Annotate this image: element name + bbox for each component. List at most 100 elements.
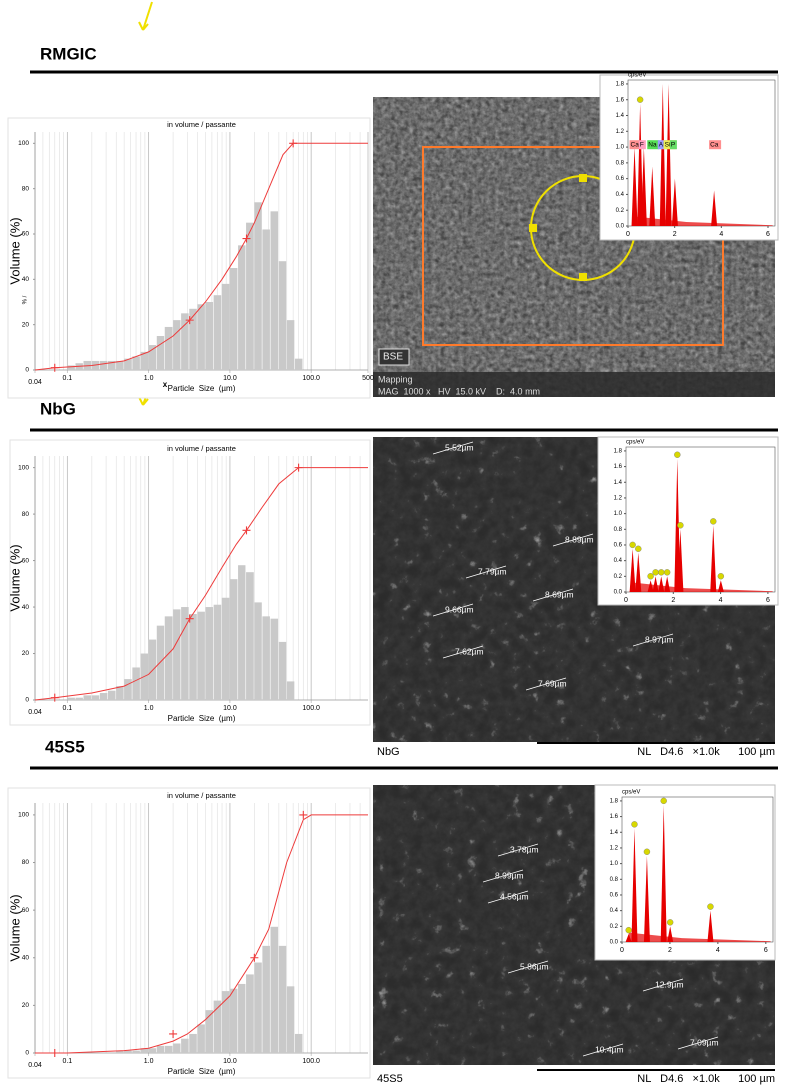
y-tick-label: 60: [22, 907, 30, 914]
x-tick-label: 2: [673, 231, 677, 238]
y-tick-label: 100: [18, 464, 29, 471]
y-tick-label: 1.2: [616, 129, 625, 135]
y-axis-label: cps/eV: [626, 440, 644, 446]
peak-marker: [717, 573, 725, 580]
y-tick-label: 1.4: [610, 830, 619, 836]
histogram-bar: [107, 360, 116, 370]
histogram-bar: [116, 1050, 124, 1053]
histogram-bar: [286, 320, 295, 370]
y-tick-label: 1.8: [616, 82, 625, 88]
histogram-bar: [156, 336, 165, 370]
peak: [643, 855, 650, 942]
histogram-bar: [173, 320, 181, 370]
measurement: 7.69µm: [538, 678, 567, 688]
handle: [529, 224, 537, 232]
measurement: 7.79µm: [478, 566, 507, 576]
y-tick-label: 80: [22, 511, 30, 518]
x-tick-label: 6: [766, 597, 770, 604]
peak-marker: [677, 522, 684, 529]
histogram-bar: [246, 572, 254, 700]
peak-label: F: [640, 141, 644, 148]
peak-label-box: [629, 140, 642, 150]
histogram-bar: [262, 945, 270, 1053]
y-tick-label: 80: [22, 185, 30, 192]
marker: [50, 693, 59, 702]
marker: [250, 953, 259, 962]
y-tick-label: 1.4: [616, 113, 625, 119]
histogram-bar: [229, 988, 238, 1053]
histogram-bar: [254, 962, 262, 1053]
x-tick-label: 0.1: [62, 375, 72, 382]
x-tick-label: 6: [766, 231, 770, 238]
x-tick-label: 2: [671, 597, 675, 604]
y-tick-label: 1.6: [614, 464, 623, 470]
peak: [671, 178, 678, 226]
x-axis-label: Particle Size (µm): [168, 714, 236, 723]
peak-marker: [636, 96, 644, 103]
peak: [635, 552, 642, 592]
y-tick-label: 1.0: [614, 511, 623, 517]
marker: [185, 316, 194, 325]
peak-marker: [652, 569, 659, 576]
peak-marker: [674, 451, 681, 458]
y-axis-label: Volume (%): [7, 894, 22, 961]
y-tick-label: 80: [22, 859, 30, 866]
peak-label: Al: [659, 141, 665, 148]
panel-heading: NbG: [40, 399, 76, 418]
histogram-bar: [270, 618, 279, 700]
sem-label: MAG 1000 x HV 15.0 kV D: 4.0 mm: [378, 386, 540, 396]
peak-marker: [707, 903, 714, 910]
peak: [659, 83, 666, 226]
histogram-bar: [197, 304, 205, 370]
histogram-bar: [173, 609, 181, 700]
histogram-bar: [132, 1050, 140, 1053]
peak-label-box: [663, 140, 676, 150]
histogram-bar: [270, 211, 279, 370]
peak-label: Si: [665, 141, 671, 148]
y-axis-label: Volume (%): [7, 544, 22, 611]
histogram-bar: [140, 1048, 149, 1053]
y-tick-label: 20: [22, 321, 30, 328]
measure-line: [465, 565, 507, 579]
peak: [652, 576, 659, 592]
marker: [50, 363, 59, 372]
caption-left: NbG: [377, 746, 400, 758]
histogram-bar: [262, 229, 270, 370]
peak-marker: [658, 569, 665, 576]
histogram-bar: [132, 356, 140, 370]
cumulative-line: [34, 142, 368, 371]
x-tick-label: 4: [719, 231, 723, 238]
peak-marker: [629, 541, 636, 549]
peak-marker: [625, 926, 632, 934]
x-tick-label: 1.0: [144, 375, 154, 382]
histogram-bar: [189, 614, 197, 700]
y-axis-label: cps/eV: [622, 790, 640, 796]
x-tick-label: 10.0: [223, 1058, 237, 1065]
y-tick-label: 0.4: [610, 908, 619, 914]
x-tick-label: 0.04: [28, 1062, 42, 1069]
histogram-bar: [181, 313, 189, 370]
peak-label-box: [669, 140, 677, 150]
histogram-bar: [124, 1050, 132, 1053]
measure-line: [525, 677, 567, 691]
panel-heading: 45S5: [45, 737, 85, 756]
histogram-bar: [286, 681, 295, 700]
y-tick-label: 1.4: [614, 480, 623, 486]
histogram-bar: [164, 616, 173, 700]
x-tick-label: 0: [620, 947, 624, 954]
peak-label: Ca: [710, 141, 719, 148]
chart-title: in volume / passante: [167, 444, 236, 453]
peak: [660, 804, 667, 942]
measure-line: [642, 978, 684, 992]
y-tick-label: 0: [25, 1050, 29, 1057]
histogram-bar: [83, 695, 92, 700]
peak-label: Na: [648, 141, 657, 148]
y-tick-label: 20: [22, 650, 30, 657]
chart-title: in volume / passante: [167, 791, 236, 800]
caption-right: NL D4.6 ×1.0k 100 µm: [637, 1073, 775, 1085]
histogram-bar: [229, 268, 238, 370]
histogram-bar: [213, 604, 222, 700]
annotation: % /: [23, 295, 29, 304]
y-tick-label: 0.8: [610, 877, 619, 883]
